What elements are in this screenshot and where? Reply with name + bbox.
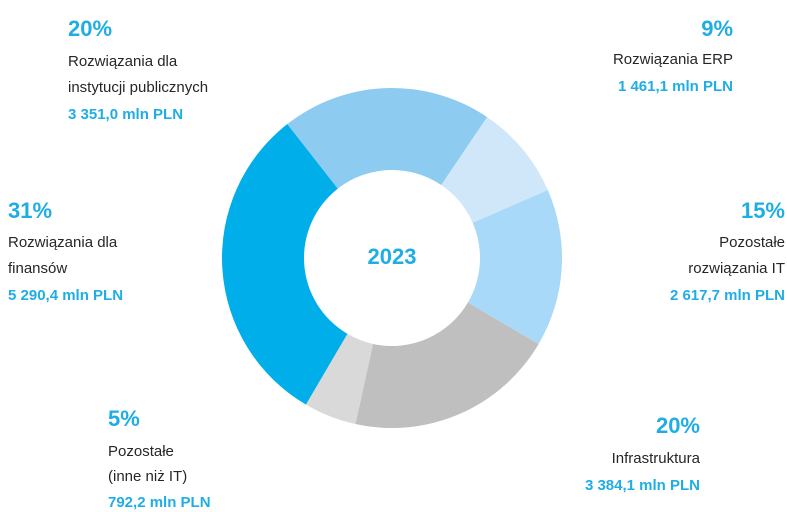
slice xyxy=(222,124,348,405)
category-label: Infrastruktura xyxy=(612,450,701,467)
category-label: finansów xyxy=(8,260,67,277)
amount-label: 5 290,4 mln PLN xyxy=(8,287,123,304)
amount-label: 2 617,7 mln PLN xyxy=(670,287,785,304)
category-label: instytucji publicznych xyxy=(68,79,208,96)
category-label: rozwiązania IT xyxy=(688,260,785,277)
category-label: Rozwiązania dla xyxy=(8,234,118,251)
category-label: Rozwiązania dla xyxy=(68,53,178,70)
percent-label: 20% xyxy=(656,413,700,438)
amount-label: 3 384,1 mln PLN xyxy=(585,477,700,494)
percent-label: 20% xyxy=(68,16,112,41)
percent-label: 5% xyxy=(108,406,140,431)
slice xyxy=(287,87,488,189)
slice xyxy=(441,117,548,223)
amount-label: 792,2 mln PLN xyxy=(108,494,211,511)
slice xyxy=(355,302,539,429)
category-label: Pozostałe xyxy=(108,443,174,460)
category-label: (inne niż IT) xyxy=(108,468,187,485)
percent-label: 9% xyxy=(701,16,733,41)
amount-label: 3 351,0 mln PLN xyxy=(68,106,183,123)
percent-label: 15% xyxy=(741,198,785,223)
percent-label: 31% xyxy=(8,198,52,223)
slice xyxy=(305,333,374,425)
slice xyxy=(467,189,562,345)
category-label: Rozwiązania ERP xyxy=(613,51,733,68)
category-label: Pozostałe xyxy=(719,234,785,251)
amount-label: 1 461,1 mln PLN xyxy=(618,78,733,95)
center-label: 2023 xyxy=(368,244,417,269)
